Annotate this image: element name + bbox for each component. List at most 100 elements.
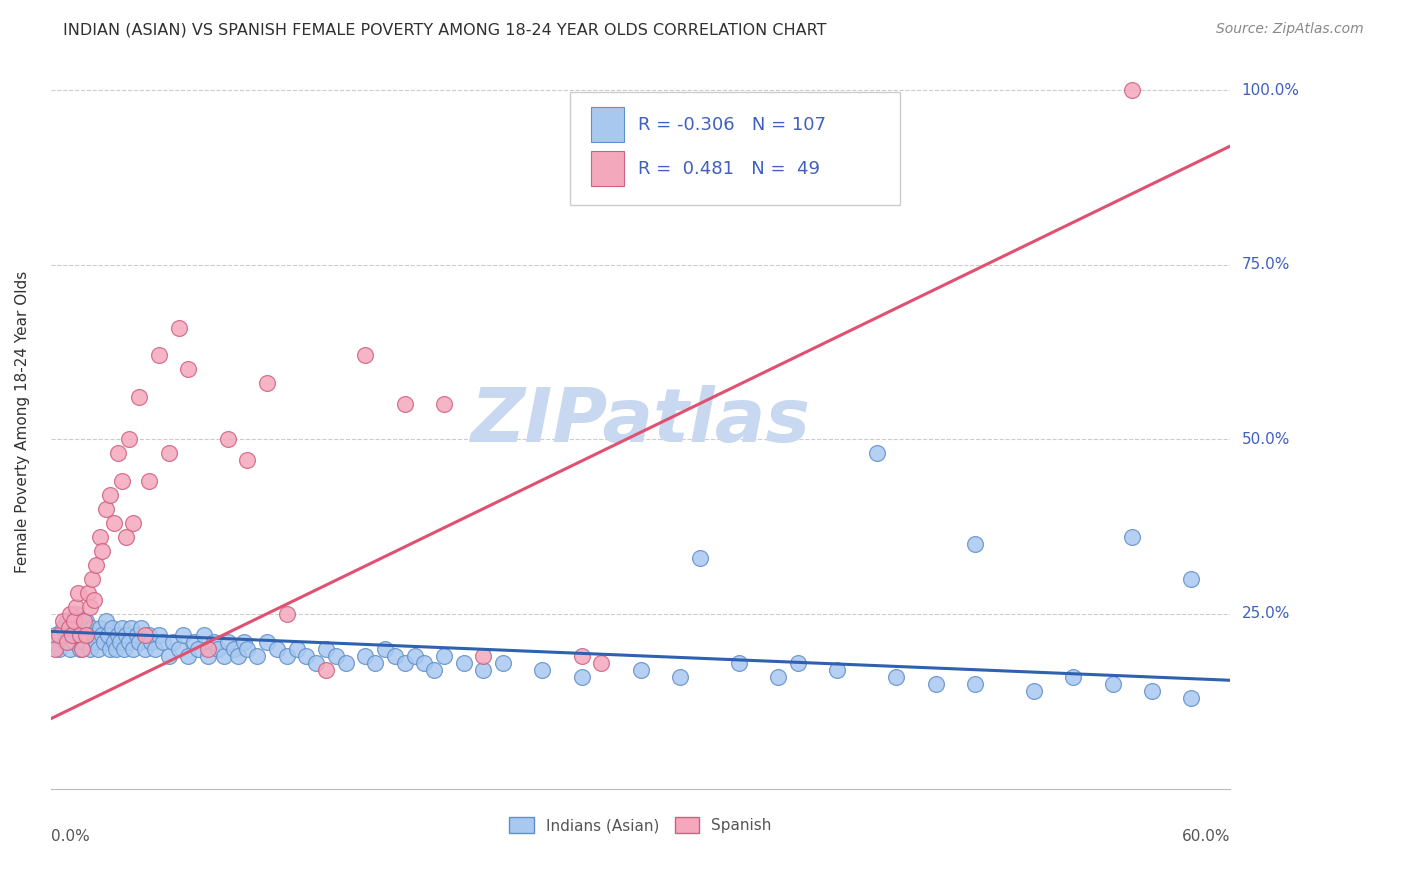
- Point: [167, 641, 190, 656]
- Point: [55, 614, 77, 628]
- Point: [129, 621, 152, 635]
- Text: 25.0%: 25.0%: [1241, 607, 1289, 622]
- Point: [63, 635, 86, 649]
- Point: [183, 635, 205, 649]
- Point: [84, 558, 107, 572]
- Point: [82, 572, 104, 586]
- Point: [827, 663, 849, 677]
- Point: [453, 656, 475, 670]
- Text: Source: ZipAtlas.com: Source: ZipAtlas.com: [1216, 22, 1364, 37]
- Point: [472, 663, 495, 677]
- Point: [413, 656, 436, 670]
- Point: [531, 663, 554, 677]
- Point: [197, 648, 219, 663]
- Point: [89, 530, 111, 544]
- Point: [207, 641, 229, 656]
- Point: [93, 635, 115, 649]
- Point: [423, 663, 446, 677]
- Text: 50.0%: 50.0%: [1241, 432, 1289, 447]
- Point: [120, 621, 142, 635]
- Point: [48, 628, 70, 642]
- Point: [433, 397, 456, 411]
- Point: [75, 628, 97, 642]
- Point: [571, 670, 593, 684]
- Point: [924, 677, 946, 691]
- Point: [669, 670, 692, 684]
- Text: 0.0%: 0.0%: [51, 829, 90, 844]
- Point: [59, 607, 82, 621]
- Point: [1022, 683, 1045, 698]
- Point: [276, 648, 298, 663]
- Point: [65, 607, 87, 621]
- Point: [83, 593, 105, 607]
- Point: [236, 641, 259, 656]
- Point: [138, 474, 160, 488]
- Point: [87, 641, 110, 656]
- Point: [138, 628, 160, 642]
- Point: [97, 628, 120, 642]
- Point: [72, 641, 94, 656]
- Point: [865, 446, 887, 460]
- Point: [75, 614, 97, 628]
- Text: 75.0%: 75.0%: [1241, 257, 1289, 272]
- Point: [91, 544, 114, 558]
- Point: [114, 628, 136, 642]
- Point: [58, 621, 80, 635]
- Legend: Indians (Asian), Spanish: Indians (Asian), Spanish: [503, 812, 778, 839]
- Point: [112, 641, 135, 656]
- Point: [55, 635, 77, 649]
- Point: [394, 656, 416, 670]
- Point: [98, 641, 121, 656]
- Point: [108, 635, 131, 649]
- Point: [787, 656, 810, 670]
- Point: [394, 397, 416, 411]
- Point: [404, 648, 426, 663]
- Point: [134, 641, 156, 656]
- Point: [217, 432, 239, 446]
- Point: [236, 453, 259, 467]
- Point: [433, 648, 456, 663]
- Point: [122, 516, 145, 530]
- Point: [91, 628, 114, 642]
- Point: [212, 648, 235, 663]
- Point: [1180, 572, 1202, 586]
- Point: [103, 635, 125, 649]
- Point: [82, 621, 104, 635]
- Point: [48, 641, 70, 656]
- Text: R =  0.481   N =  49: R = 0.481 N = 49: [638, 160, 820, 178]
- Point: [315, 641, 337, 656]
- Point: [65, 599, 87, 614]
- Point: [77, 628, 100, 642]
- Point: [59, 641, 82, 656]
- Point: [107, 628, 129, 642]
- Point: [101, 621, 124, 635]
- Point: [963, 677, 986, 691]
- Point: [84, 635, 107, 649]
- Point: [128, 635, 150, 649]
- Text: R = -0.306   N = 107: R = -0.306 N = 107: [638, 116, 827, 134]
- Point: [128, 391, 150, 405]
- Point: [1121, 83, 1143, 97]
- Point: [69, 628, 91, 642]
- Point: [197, 641, 219, 656]
- Point: [52, 621, 75, 635]
- Point: [62, 628, 84, 642]
- Point: [89, 621, 111, 635]
- Point: [384, 648, 406, 663]
- Point: [94, 614, 117, 628]
- Point: [114, 530, 136, 544]
- Point: [1101, 677, 1123, 691]
- Point: [374, 641, 396, 656]
- Point: [256, 376, 278, 391]
- Point: [67, 586, 90, 600]
- Point: [63, 614, 86, 628]
- Point: [77, 586, 100, 600]
- Text: 60.0%: 60.0%: [1182, 829, 1230, 844]
- Point: [52, 614, 75, 628]
- Point: [768, 670, 790, 684]
- Point: [472, 648, 495, 663]
- Point: [232, 635, 254, 649]
- FancyBboxPatch shape: [569, 92, 900, 205]
- Point: [884, 670, 907, 684]
- Point: [157, 648, 180, 663]
